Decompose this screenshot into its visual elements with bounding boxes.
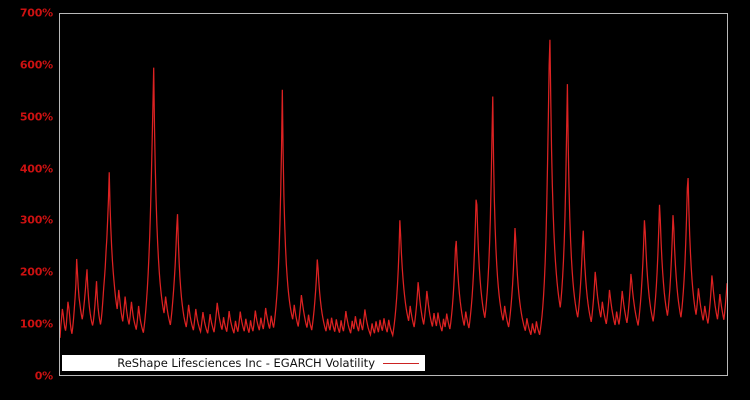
chart-legend: ReShape Lifesciences Inc - EGARCH Volati… xyxy=(62,355,425,371)
y-axis-tick-label: 200% xyxy=(19,265,53,279)
y-axis-tick-label: 300% xyxy=(19,213,53,227)
y-axis-tick-label: 0% xyxy=(34,369,53,383)
y-axis-tick-label: 600% xyxy=(19,58,53,72)
y-axis-tick-label: 700% xyxy=(19,6,53,20)
plot-area xyxy=(59,13,728,376)
legend-line-swatch xyxy=(383,355,419,371)
legend-series-label: ReShape Lifesciences Inc - EGARCH Volati… xyxy=(117,356,375,370)
y-axis: 0% 100% 200% 300% 400% 500% 600% 700% xyxy=(0,0,57,400)
y-axis-tick-label: 400% xyxy=(19,162,53,176)
y-axis-tick-label: 100% xyxy=(19,317,53,331)
y-axis-tick-label: 500% xyxy=(19,110,53,124)
volatility-line-series xyxy=(60,14,727,375)
